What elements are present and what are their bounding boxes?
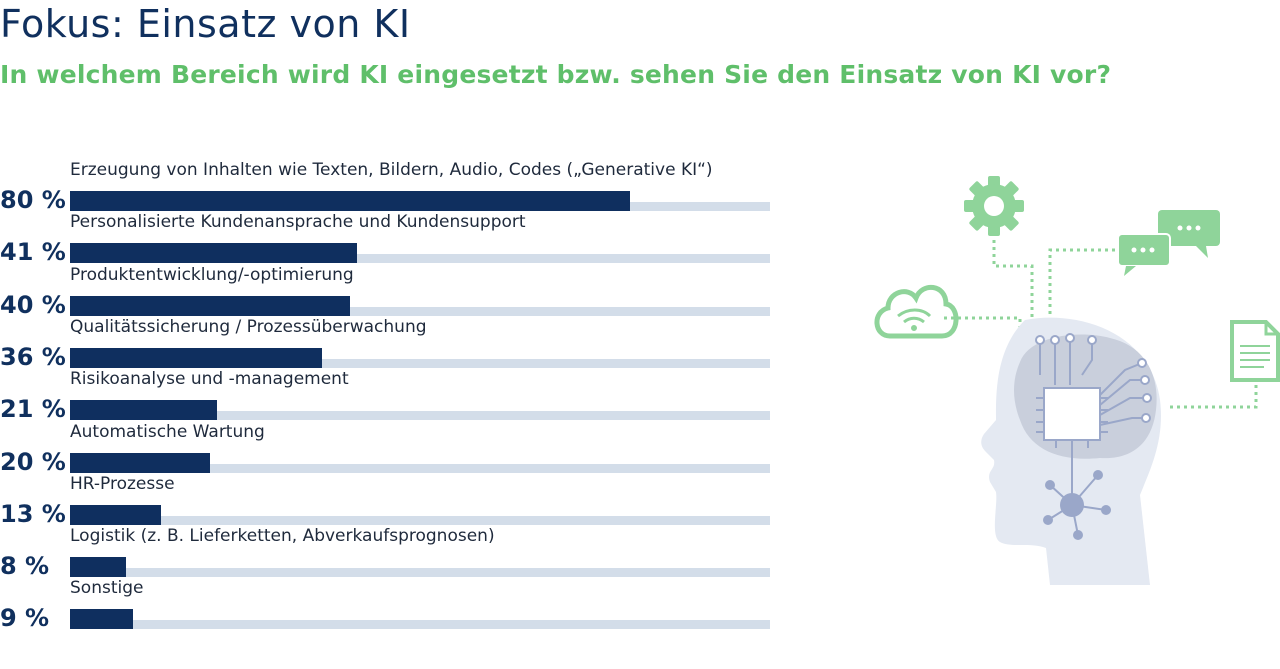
value-label: 80 % [0, 186, 66, 214]
chart-row: Logistik (z. B. Lieferketten, Abverkaufs… [0, 526, 780, 581]
bar [70, 452, 210, 473]
head-circuit-icon [874, 176, 1280, 585]
category-label: Risikoanalyse und -management [70, 369, 349, 390]
bar [70, 243, 357, 264]
bar-track [70, 515, 770, 525]
value-label: 36 % [0, 342, 66, 371]
bar-track [70, 620, 770, 630]
category-label: Erzeugung von Inhalten wie Texten, Bilde… [70, 160, 713, 180]
category-label: Personalisierte Kundenansprache und Kund… [70, 212, 526, 233]
chart-row: Sonstige 9 % [0, 578, 780, 633]
value-label: 21 % [0, 395, 66, 424]
bar [70, 504, 161, 525]
page-title: Fokus: Einsatz von KI [0, 2, 411, 46]
value-label: 41 % [0, 238, 66, 267]
chart-row: Personalisierte Kundenansprache und Kund… [0, 212, 780, 267]
bar-chart: Erzeugung von Inhalten wie Texten, Bilde… [0, 160, 780, 640]
value-label: 9 % [0, 604, 50, 633]
bar-track [70, 358, 770, 368]
category-label: HR-Prozesse [70, 473, 175, 494]
chart-row: Produktentwicklung/-optimierung 40 % [0, 264, 780, 319]
category-label: Sonstige [70, 578, 144, 599]
category-label: Produktentwicklung/-optimierung [70, 264, 354, 285]
chat-bubbles-icon [1117, 210, 1220, 276]
bar [70, 347, 322, 368]
chart-row: Automatische Wartung 20 % [0, 421, 780, 476]
bar [70, 400, 217, 421]
category-label: Qualitätssicherung / Prozessüberwachung [70, 316, 427, 337]
value-label: 40 % [0, 290, 66, 319]
chart-row: Qualitätssicherung / Prozessüberwachung 3… [0, 316, 780, 371]
bar [70, 295, 350, 316]
value-label: 20 % [0, 447, 66, 476]
bar-track [70, 254, 770, 264]
page-subtitle: In welchem Bereich wird KI eingesetzt bz… [0, 60, 1112, 89]
document-icon [1230, 320, 1280, 382]
cloud-wifi-icon [874, 285, 959, 339]
chart-row: Risikoanalyse und -management 21 % [0, 369, 780, 424]
bar [70, 609, 133, 630]
chart-row: Erzeugung von Inhalten wie Texten, Bilde… [0, 160, 780, 214]
category-label: Logistik (z. B. Lieferketten, Abverkaufs… [70, 526, 495, 547]
bar-track [70, 411, 770, 421]
value-label: 8 % [0, 552, 50, 581]
category-label: Automatische Wartung [70, 421, 265, 442]
bar [70, 557, 126, 578]
gear-icon [964, 176, 1024, 236]
bar-track [70, 306, 770, 316]
bar-track [70, 463, 770, 473]
bar-track [70, 568, 770, 578]
chart-row: HR-Prozesse 13 % [0, 473, 780, 528]
chip [1043, 387, 1101, 441]
value-label: 13 % [0, 499, 66, 528]
bar [70, 191, 630, 211]
